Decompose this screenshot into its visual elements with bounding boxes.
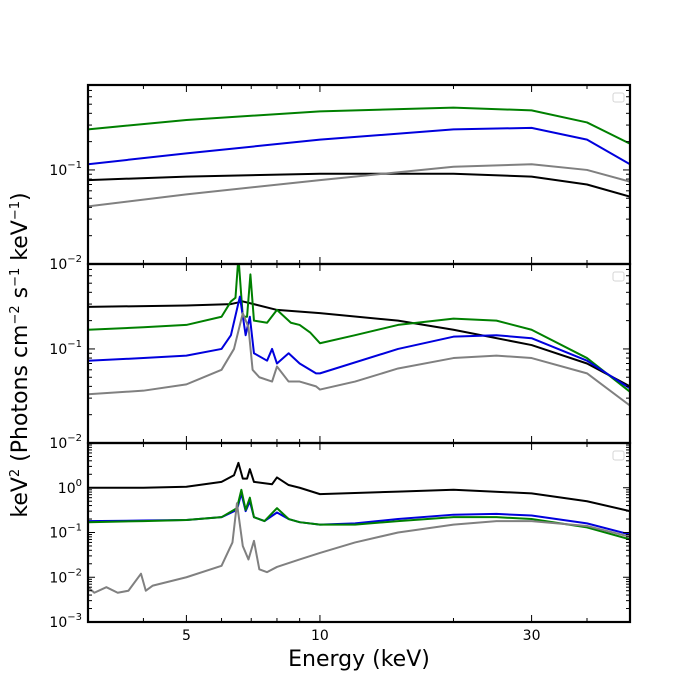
series-bottom-black [88, 461, 630, 513]
ticks-bottom [87, 442, 631, 623]
series-bottom-green [88, 488, 630, 541]
y-title-part-1: keV [8, 477, 33, 518]
series-bottom-blue [88, 492, 630, 536]
y-tick-base: 10 [49, 570, 67, 586]
legend-box-top [612, 92, 625, 103]
x-tick-label: 5 [182, 628, 191, 644]
y-tick-label-bottom: 10−3 [49, 612, 82, 631]
y-tick-exponent: −2 [67, 254, 82, 265]
x-tick-label: 10 [311, 628, 329, 644]
y-tick-label-middle: 10−1 [49, 339, 82, 358]
y-tick-label-middle: 10−2 [49, 433, 82, 452]
panel-frame-middle [86, 262, 632, 445]
y-tick-exponent: −1 [67, 339, 82, 350]
series-middle-gray [88, 312, 630, 407]
y-title-sup-4: −1 [8, 201, 23, 220]
y-tick-exponent: −1 [67, 523, 82, 534]
y-tick-base: 10 [49, 257, 67, 273]
y-tick-exponent: −3 [67, 612, 82, 623]
series-middle-green [88, 264, 630, 393]
x-tick-label: 30 [523, 628, 541, 644]
series-bottom-gray [88, 502, 630, 594]
y-axis-title: keV2 (Photons cm−2 s−1 keV−1) [8, 192, 33, 517]
y-title-sup-2: −2 [8, 305, 23, 324]
series-group-middle [88, 264, 630, 407]
y-tick-exponent: −2 [67, 433, 82, 444]
y-tick-base: 10 [49, 615, 67, 631]
series-top-green [88, 106, 630, 145]
series-top-black [88, 172, 630, 198]
x-tick-labels: 5 10 30 [182, 628, 541, 644]
series-group-top [88, 106, 630, 208]
series-middle-black [88, 300, 630, 388]
y-tick-base: 10 [49, 163, 67, 179]
series-group-bottom [88, 461, 630, 594]
series-top-blue [88, 126, 630, 166]
legend-box-middle [612, 271, 625, 282]
y-tick-base: 10 [49, 342, 67, 358]
y-tick-base: 10 [49, 526, 67, 542]
y-tick-label-bottom: 10−2 [49, 567, 82, 586]
panel-top: 10−210−1 [49, 83, 632, 273]
y-tick-exponent: −1 [67, 160, 82, 171]
series-top-gray [88, 163, 630, 208]
y-title-sup-3: −1 [8, 268, 23, 287]
y-title-part-5: ) [8, 192, 33, 201]
panel-frame-bottom [86, 441, 632, 624]
series-middle-blue [88, 295, 630, 390]
y-tick-exponent: −2 [67, 567, 82, 578]
y-title-part-2: (Photons cm [8, 325, 33, 469]
y-title-sup-1: 2 [8, 469, 23, 477]
y-tick-label-top: 10−1 [49, 160, 82, 179]
panel-middle: 10−210−1 [49, 262, 632, 452]
legend-box-bottom [612, 450, 625, 461]
y-tick-label-top: 10−2 [49, 254, 82, 273]
y-tick-base: 10 [58, 481, 76, 497]
y-title-part-4: keV [8, 220, 33, 268]
y-tick-exponent: 0 [76, 478, 82, 489]
y-title-part-3: s [8, 287, 33, 305]
y-tick-base: 10 [49, 436, 67, 452]
x-axis-title: Energy (keV) [288, 647, 430, 672]
y-tick-label-bottom: 100 [58, 478, 82, 497]
y-tick-label-bottom: 10−1 [49, 523, 82, 542]
ticks-middle [87, 263, 631, 444]
